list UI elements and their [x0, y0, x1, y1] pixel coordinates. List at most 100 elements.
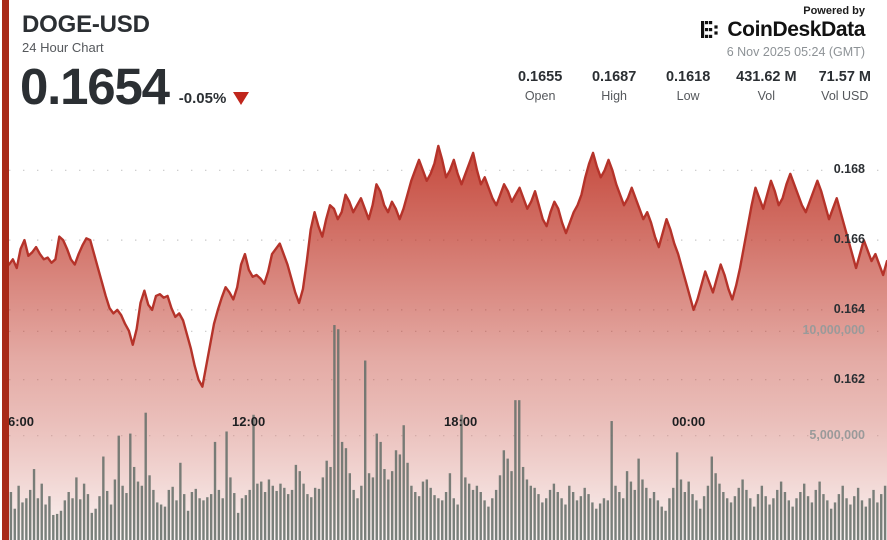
volume-bar	[410, 485, 413, 540]
volume-bar	[333, 325, 336, 540]
price-line	[7, 144, 887, 388]
volume-bar	[541, 502, 544, 540]
volume-bar	[390, 471, 394, 540]
volume-bar	[795, 498, 798, 540]
volume-bar	[695, 500, 698, 540]
volume-bar	[610, 421, 613, 540]
volume-bar	[144, 412, 147, 540]
volume-bar	[764, 496, 767, 540]
volume-bar	[521, 466, 525, 540]
volume-bar	[86, 494, 90, 540]
volume-axis-tick: 10,000,000	[802, 323, 865, 338]
volume-bar	[718, 483, 721, 540]
volume-bar	[310, 497, 313, 540]
volume-bar	[660, 506, 663, 540]
volume-bar	[837, 494, 841, 540]
volume-bar	[564, 504, 567, 540]
volume-bar	[217, 489, 221, 540]
volume-bar	[872, 489, 875, 540]
volume-bar	[864, 506, 868, 540]
volume-bar	[367, 473, 371, 540]
volume-bar	[845, 498, 848, 540]
volume-bar	[233, 493, 236, 540]
volume-bar	[699, 508, 702, 540]
volume-bar	[841, 485, 844, 540]
volume-bar	[448, 473, 452, 540]
volume-bar	[452, 498, 455, 540]
volume-bar	[109, 504, 113, 540]
volume-bar	[652, 492, 656, 540]
volume-bar	[502, 450, 506, 540]
volume-bar	[159, 504, 163, 540]
volume-bar	[779, 481, 783, 540]
volume-bar	[371, 477, 375, 540]
volume-bar	[583, 487, 586, 540]
volume-bar	[629, 481, 633, 540]
volume-bar	[275, 490, 278, 540]
volume-bar	[787, 500, 790, 540]
volume-bar	[279, 483, 282, 540]
volume-bar	[17, 485, 20, 540]
volume-bar	[421, 481, 425, 540]
volume-bar	[387, 479, 390, 540]
volume-bar	[206, 497, 209, 540]
volume-bar	[294, 464, 298, 540]
volume-bar	[290, 489, 294, 540]
volume-bar	[348, 473, 351, 540]
volume-bar	[175, 500, 178, 540]
volume-bar	[28, 489, 32, 540]
volume-bar	[725, 498, 729, 540]
volume-bar	[71, 498, 74, 540]
volume-bar	[810, 502, 814, 540]
volume-bar	[518, 400, 521, 540]
volume-bar	[868, 498, 871, 540]
volume-bar	[136, 481, 140, 540]
volume-bar	[317, 488, 321, 540]
volume-bar	[125, 493, 128, 540]
volume-bar	[506, 458, 509, 540]
volume-bar	[883, 485, 887, 540]
volume-bar	[537, 494, 540, 540]
volume-bar	[853, 496, 856, 540]
volume-bar	[240, 498, 244, 540]
volume-bar	[267, 479, 271, 540]
volume-bar	[429, 487, 432, 540]
volume-bar	[340, 441, 344, 540]
volume-bar	[102, 456, 105, 540]
volume-bar	[248, 489, 251, 540]
volume-bar	[263, 492, 267, 540]
volume-bar	[733, 496, 737, 540]
volume-bar	[745, 489, 748, 540]
time-axis-tick: 00:00	[672, 414, 706, 429]
volume-bar	[625, 471, 629, 540]
volume-bar	[90, 512, 93, 540]
volume-bar	[244, 495, 248, 540]
volume-bar	[194, 488, 197, 540]
volume-bar	[63, 500, 67, 540]
volume-bar	[826, 500, 829, 540]
volume-bar	[183, 494, 186, 540]
volume-bar	[414, 492, 417, 540]
volume-bar	[656, 500, 660, 540]
volume-bar	[283, 487, 286, 540]
volume-bar	[13, 508, 16, 540]
volume-bar	[425, 479, 429, 540]
volume-bar	[140, 485, 144, 540]
volume-bar	[741, 479, 744, 540]
volume-bar	[75, 477, 78, 540]
volume-bar	[394, 450, 398, 540]
volume-bar	[129, 433, 132, 540]
volume-bar	[156, 502, 159, 540]
volume-bar	[814, 489, 817, 540]
volume-bar	[568, 485, 571, 540]
volume-bar	[749, 498, 752, 540]
volume-bar	[856, 487, 860, 540]
volume-bar	[548, 489, 552, 540]
volume-bar	[737, 487, 740, 540]
volume-bar	[702, 496, 706, 540]
volume-bar	[756, 494, 760, 540]
volume-bar	[40, 483, 43, 540]
volume-bar	[641, 479, 644, 540]
volume-bar	[148, 475, 151, 540]
